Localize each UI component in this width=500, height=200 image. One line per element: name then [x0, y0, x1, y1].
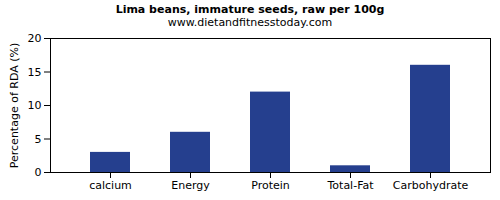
svg-text:Energy: Energy — [171, 179, 210, 192]
svg-text:20: 20 — [28, 32, 42, 45]
svg-text:Total-Fat: Total-Fat — [326, 179, 374, 192]
svg-text:10: 10 — [28, 99, 42, 112]
html-text:www.dietandfitnesstoday.com: www.dietandfitnesstoday.com — [167, 16, 333, 29]
html-text:Lima beans, immature seeds, ra: Lima beans, immature seeds, raw per 100g — [115, 3, 385, 16]
svg-text:Percentage of RDA (%): Percentage of RDA (%) — [8, 43, 21, 168]
svg-text:15: 15 — [28, 66, 42, 79]
svg-text:calcium: calcium — [89, 179, 132, 192]
svg-text:0: 0 — [35, 166, 42, 179]
svg-text:Carbohydrate: Carbohydrate — [393, 179, 469, 192]
svg-text:5: 5 — [35, 133, 42, 146]
svg-text:Protein: Protein — [251, 179, 290, 192]
